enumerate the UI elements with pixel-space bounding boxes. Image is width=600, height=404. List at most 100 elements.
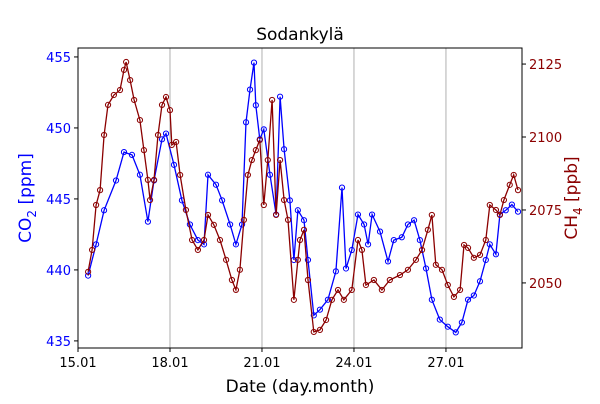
data-point-co2 <box>364 241 372 248</box>
data-point-ch4 <box>470 254 477 261</box>
data-point-co2 <box>310 312 317 319</box>
data-point-ch4 <box>500 196 508 204</box>
data-point-ch4 <box>438 266 446 273</box>
left-tick-label: 455 <box>46 51 71 66</box>
data-point-ch4 <box>496 211 504 219</box>
data-point-co2 <box>158 136 166 143</box>
data-point-ch4 <box>476 251 484 259</box>
data-point-co2 <box>428 296 435 303</box>
data-point-co2 <box>458 319 466 326</box>
x-tick-label: 21.01 <box>243 356 280 371</box>
data-point-co2 <box>360 221 368 228</box>
data-point-ch4 <box>428 211 435 219</box>
right-axis-label-sub: 4 <box>571 207 585 215</box>
right-axis-label-base: CH <box>562 215 582 240</box>
data-point-co2 <box>300 217 308 224</box>
data-point-ch4 <box>378 286 385 294</box>
data-point-ch4 <box>348 286 355 294</box>
series-co2 <box>85 59 522 336</box>
data-point-co2 <box>470 292 477 299</box>
data-point-ch4 <box>280 196 288 204</box>
grid-lines <box>169 48 447 348</box>
data-point-ch4 <box>296 236 304 244</box>
data-point-ch4 <box>264 156 271 164</box>
x-tick-label: 27.01 <box>427 356 464 371</box>
data-point-ch4 <box>248 156 255 164</box>
data-point-co2 <box>204 171 212 178</box>
data-point-ch4 <box>140 147 148 154</box>
data-point-co2 <box>422 265 430 272</box>
data-point-ch4 <box>96 187 104 194</box>
x-axis-label: Date (day.month) <box>226 377 375 397</box>
x-tick-label: 24.01 <box>335 356 372 371</box>
data-point-co2 <box>476 278 484 285</box>
data-point-co2 <box>452 329 459 336</box>
data-point-ch4 <box>404 266 412 273</box>
data-point-co2 <box>212 181 220 188</box>
data-point-ch4 <box>116 86 124 94</box>
left-axis-label-unit: [ppm] <box>16 153 36 210</box>
data-point-co2 <box>246 86 254 93</box>
data-point-ch4 <box>358 246 366 254</box>
data-point-ch4 <box>310 328 317 336</box>
x-tick-label: 18.01 <box>151 356 188 371</box>
data-point-co2 <box>436 316 443 323</box>
data-point-ch4 <box>304 276 312 284</box>
data-point-co2 <box>92 241 100 248</box>
data-point-co2 <box>324 296 332 303</box>
series-line-co2 <box>87 62 519 334</box>
data-point-ch4 <box>136 116 144 124</box>
data-point-ch4 <box>514 187 522 194</box>
data-point-ch4 <box>386 276 393 284</box>
data-point-ch4 <box>104 101 112 109</box>
data-point-co2 <box>260 126 267 133</box>
data-point-co2 <box>266 171 274 178</box>
data-point-co2 <box>136 171 144 178</box>
data-point-co2 <box>410 217 418 224</box>
data-point-co2 <box>354 211 362 218</box>
plot-frame <box>77 47 523 349</box>
data-point-ch4 <box>120 66 128 73</box>
data-point-co2 <box>404 221 412 228</box>
data-point-ch4 <box>444 281 451 289</box>
data-point-ch4 <box>412 256 420 263</box>
data-point-ch4 <box>200 236 208 244</box>
data-point-co2 <box>120 148 128 156</box>
data-point-ch4 <box>328 296 335 303</box>
data-point-co2 <box>502 207 509 214</box>
data-point-co2 <box>219 197 226 204</box>
data-point-ch4 <box>252 147 259 154</box>
x-tick-label: 15.01 <box>59 356 96 371</box>
data-point-co2 <box>482 256 489 264</box>
data-point-co2 <box>85 272 92 279</box>
data-point-ch4 <box>228 276 236 284</box>
data-point-co2 <box>286 197 293 204</box>
data-point-ch4 <box>154 131 162 139</box>
data-point-co2 <box>464 296 472 303</box>
data-point-co2 <box>342 265 350 272</box>
data-point-co2 <box>194 236 201 244</box>
data-point-ch4 <box>260 201 267 209</box>
data-point-co2 <box>252 102 259 109</box>
data-point-ch4 <box>92 201 100 209</box>
left-axis-label-base: CO <box>16 218 36 243</box>
data-point-co2 <box>508 201 515 208</box>
data-point-ch4 <box>85 268 92 275</box>
data-point-co2 <box>226 221 234 228</box>
data-point-ch4 <box>354 236 362 244</box>
data-point-ch4 <box>244 171 251 179</box>
data-point-ch4 <box>100 131 108 139</box>
data-point-ch4 <box>268 96 276 104</box>
data-point-ch4 <box>182 206 190 214</box>
data-point-ch4 <box>158 101 166 109</box>
data-point-co2 <box>250 59 258 66</box>
data-point-ch4 <box>173 138 180 146</box>
data-point-ch4 <box>290 296 297 303</box>
data-point-co2 <box>280 146 288 153</box>
data-point-co2 <box>444 323 451 330</box>
data-point-ch4 <box>510 171 517 179</box>
data-point-co2 <box>128 151 136 159</box>
data-point-ch4 <box>131 96 138 104</box>
data-point-ch4 <box>236 266 244 273</box>
